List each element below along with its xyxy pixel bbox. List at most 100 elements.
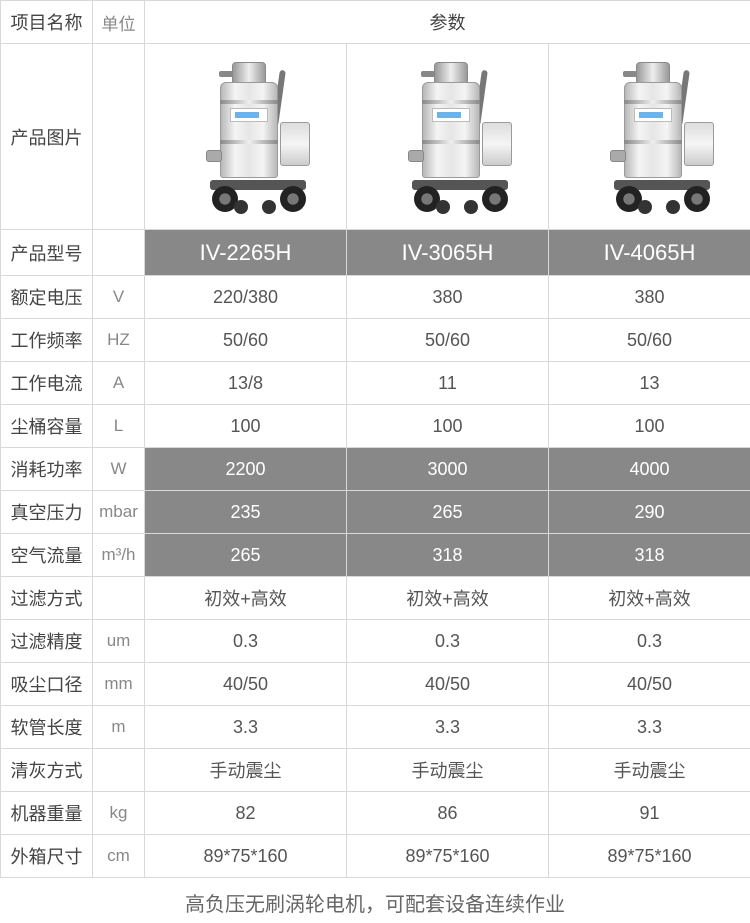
label-voltage: 额定电压 bbox=[1, 276, 93, 319]
unit-dims: cm bbox=[93, 835, 145, 878]
power-2: 4000 bbox=[549, 448, 750, 491]
label-dims: 外箱尺寸 bbox=[1, 835, 93, 878]
label-power: 消耗功率 bbox=[1, 448, 93, 491]
filter-prec-1: 0.3 bbox=[347, 620, 549, 663]
vacuum-cleaner-icon bbox=[580, 52, 720, 222]
label-tank: 尘桶容量 bbox=[1, 405, 93, 448]
row-image: 产品图片 bbox=[1, 44, 750, 230]
current-2: 13 bbox=[549, 362, 750, 405]
row-dims: 外箱尺寸 cm 89*75*160 89*75*160 89*75*160 bbox=[1, 835, 750, 878]
tank-1: 100 bbox=[347, 405, 549, 448]
model-2: IV-4065H bbox=[549, 230, 750, 276]
unit-clean bbox=[93, 749, 145, 792]
row-filter-prec: 过滤精度 um 0.3 0.3 0.3 bbox=[1, 620, 750, 663]
label-freq: 工作频率 bbox=[1, 319, 93, 362]
clean-2: 手动震尘 bbox=[549, 749, 750, 792]
weight-1: 86 bbox=[347, 792, 549, 835]
row-freq: 工作频率 HZ 50/60 50/60 50/60 bbox=[1, 319, 750, 362]
filter-type-0: 初效+高效 bbox=[145, 577, 347, 620]
airflow-1: 318 bbox=[347, 534, 549, 577]
airflow-0: 265 bbox=[145, 534, 347, 577]
vacuum-2: 290 bbox=[549, 491, 750, 534]
unit-power: W bbox=[93, 448, 145, 491]
dims-2: 89*75*160 bbox=[549, 835, 750, 878]
unit-hose: m bbox=[93, 706, 145, 749]
freq-0: 50/60 bbox=[145, 319, 347, 362]
voltage-0: 220/380 bbox=[145, 276, 347, 319]
filter-type-2: 初效+高效 bbox=[549, 577, 750, 620]
label-model: 产品型号 bbox=[1, 230, 93, 276]
product-image-2 bbox=[549, 44, 750, 230]
filter-prec-2: 0.3 bbox=[549, 620, 750, 663]
unit-model bbox=[93, 230, 145, 276]
power-0: 2200 bbox=[145, 448, 347, 491]
clean-1: 手动震尘 bbox=[347, 749, 549, 792]
row-model: 产品型号 IV-2265H IV-3065H IV-4065H bbox=[1, 230, 750, 276]
header-name: 项目名称 bbox=[1, 1, 93, 44]
current-1: 11 bbox=[347, 362, 549, 405]
label-weight: 机器重量 bbox=[1, 792, 93, 835]
row-tank: 尘桶容量 L 100 100 100 bbox=[1, 405, 750, 448]
row-weight: 机器重量 kg 82 86 91 bbox=[1, 792, 750, 835]
weight-2: 91 bbox=[549, 792, 750, 835]
filter-prec-0: 0.3 bbox=[145, 620, 347, 663]
inlet-0: 40/50 bbox=[145, 663, 347, 706]
hose-1: 3.3 bbox=[347, 706, 549, 749]
spec-table: 项目名称 单位 参数 产品图片 bbox=[0, 0, 750, 878]
hose-0: 3.3 bbox=[145, 706, 347, 749]
current-0: 13/8 bbox=[145, 362, 347, 405]
tank-2: 100 bbox=[549, 405, 750, 448]
row-hose: 软管长度 m 3.3 3.3 3.3 bbox=[1, 706, 750, 749]
row-voltage: 额定电压 V 220/380 380 380 bbox=[1, 276, 750, 319]
unit-inlet: mm bbox=[93, 663, 145, 706]
label-filter-type: 过滤方式 bbox=[1, 577, 93, 620]
product-image-0 bbox=[145, 44, 347, 230]
vacuum-cleaner-icon bbox=[378, 52, 518, 222]
power-1: 3000 bbox=[347, 448, 549, 491]
weight-0: 82 bbox=[145, 792, 347, 835]
header-unit: 单位 bbox=[93, 1, 145, 44]
vacuum-1: 265 bbox=[347, 491, 549, 534]
unit-tank: L bbox=[93, 405, 145, 448]
freq-2: 50/60 bbox=[549, 319, 750, 362]
unit-airflow: m³/h bbox=[93, 534, 145, 577]
freq-1: 50/60 bbox=[347, 319, 549, 362]
unit-voltage: V bbox=[93, 276, 145, 319]
product-image-1 bbox=[347, 44, 549, 230]
filter-type-1: 初效+高效 bbox=[347, 577, 549, 620]
vacuum-cleaner-icon bbox=[176, 52, 316, 222]
airflow-2: 318 bbox=[549, 534, 750, 577]
label-current: 工作电流 bbox=[1, 362, 93, 405]
row-airflow: 空气流量 m³/h 265 318 318 bbox=[1, 534, 750, 577]
unit-freq: HZ bbox=[93, 319, 145, 362]
label-inlet: 吸尘口径 bbox=[1, 663, 93, 706]
row-clean: 清灰方式 手动震尘 手动震尘 手动震尘 bbox=[1, 749, 750, 792]
label-filter-prec: 过滤精度 bbox=[1, 620, 93, 663]
clean-0: 手动震尘 bbox=[145, 749, 347, 792]
header-row: 项目名称 单位 参数 bbox=[1, 1, 750, 44]
unit-image bbox=[93, 44, 145, 230]
row-vacuum: 真空压力 mbar 235 265 290 bbox=[1, 491, 750, 534]
model-1: IV-3065H bbox=[347, 230, 549, 276]
label-clean: 清灰方式 bbox=[1, 749, 93, 792]
voltage-2: 380 bbox=[549, 276, 750, 319]
inlet-1: 40/50 bbox=[347, 663, 549, 706]
hose-2: 3.3 bbox=[549, 706, 750, 749]
voltage-1: 380 bbox=[347, 276, 549, 319]
unit-vacuum: mbar bbox=[93, 491, 145, 534]
unit-filter-prec: um bbox=[93, 620, 145, 663]
row-filter-type: 过滤方式 初效+高效 初效+高效 初效+高效 bbox=[1, 577, 750, 620]
unit-weight: kg bbox=[93, 792, 145, 835]
inlet-2: 40/50 bbox=[549, 663, 750, 706]
unit-current: A bbox=[93, 362, 145, 405]
model-0: IV-2265H bbox=[145, 230, 347, 276]
row-current: 工作电流 A 13/8 11 13 bbox=[1, 362, 750, 405]
vacuum-0: 235 bbox=[145, 491, 347, 534]
label-hose: 软管长度 bbox=[1, 706, 93, 749]
unit-filter-type bbox=[93, 577, 145, 620]
row-inlet: 吸尘口径 mm 40/50 40/50 40/50 bbox=[1, 663, 750, 706]
dims-0: 89*75*160 bbox=[145, 835, 347, 878]
label-vacuum: 真空压力 bbox=[1, 491, 93, 534]
label-image: 产品图片 bbox=[1, 44, 93, 230]
footer-note: 高负压无刷涡轮电机，可配套设备连续作业 bbox=[0, 878, 750, 923]
